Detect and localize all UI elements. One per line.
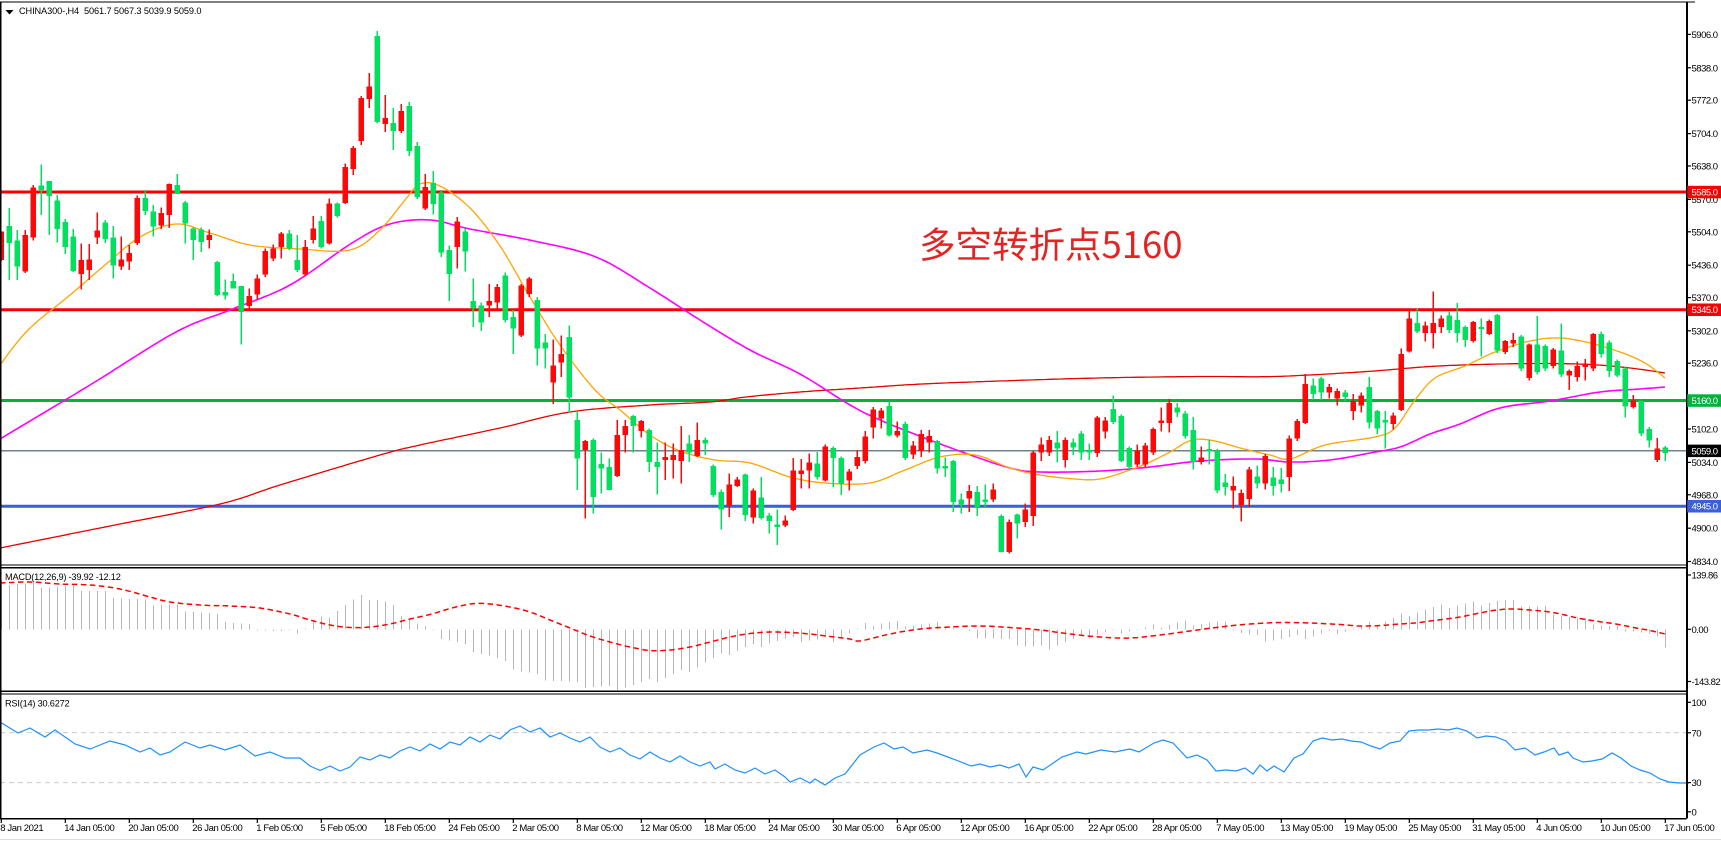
svg-text:4968.0: 4968.0 bbox=[1692, 490, 1718, 501]
svg-text:5059.0: 5059.0 bbox=[1692, 446, 1718, 457]
svg-text:18 Feb 05:00: 18 Feb 05:00 bbox=[384, 823, 435, 834]
svg-text:31 May 05:00: 31 May 05:00 bbox=[1472, 823, 1525, 834]
svg-text:22 Apr 05:00: 22 Apr 05:00 bbox=[1088, 823, 1137, 834]
svg-text:5504.0: 5504.0 bbox=[1692, 227, 1718, 238]
svg-text:5570.0: 5570.0 bbox=[1692, 195, 1718, 206]
svg-text:0.00: 0.00 bbox=[1692, 625, 1709, 636]
svg-text:RSI(14) 30.6272: RSI(14) 30.6272 bbox=[5, 699, 70, 709]
svg-text:8 Mar 05:00: 8 Mar 05:00 bbox=[576, 823, 622, 834]
svg-text:1 Feb 05:00: 1 Feb 05:00 bbox=[256, 823, 302, 834]
svg-text:12 Apr 05:00: 12 Apr 05:00 bbox=[960, 823, 1009, 834]
svg-text:5704.0: 5704.0 bbox=[1692, 129, 1718, 140]
svg-text:17 Jun 05:00: 17 Jun 05:00 bbox=[1664, 823, 1714, 834]
svg-text:4900.0: 4900.0 bbox=[1692, 524, 1718, 535]
svg-text:25 May 05:00: 25 May 05:00 bbox=[1408, 823, 1461, 834]
svg-text:12 Mar 05:00: 12 Mar 05:00 bbox=[640, 823, 691, 834]
svg-text:5585.0: 5585.0 bbox=[1692, 188, 1718, 199]
svg-text:4 Jun 05:00: 4 Jun 05:00 bbox=[1536, 823, 1581, 834]
svg-text:4945.0: 4945.0 bbox=[1692, 502, 1718, 513]
svg-text:30: 30 bbox=[1692, 778, 1702, 789]
svg-text:14 Jan 05:00: 14 Jan 05:00 bbox=[64, 823, 114, 834]
svg-text:5370.0: 5370.0 bbox=[1692, 293, 1718, 304]
svg-text:5 Feb 05:00: 5 Feb 05:00 bbox=[320, 823, 366, 834]
svg-text:5638.0: 5638.0 bbox=[1692, 162, 1718, 173]
svg-text:19 May 05:00: 19 May 05:00 bbox=[1344, 823, 1397, 834]
svg-text:28 Apr 05:00: 28 Apr 05:00 bbox=[1152, 823, 1201, 834]
svg-text:2 Mar 05:00: 2 Mar 05:00 bbox=[512, 823, 558, 834]
svg-text:24 Feb 05:00: 24 Feb 05:00 bbox=[448, 823, 499, 834]
svg-text:0: 0 bbox=[1692, 807, 1697, 818]
svg-text:5906.0: 5906.0 bbox=[1692, 30, 1718, 41]
svg-text:4834.0: 4834.0 bbox=[1692, 557, 1718, 568]
svg-text:5236.0: 5236.0 bbox=[1692, 359, 1718, 370]
svg-text:16 Apr 05:00: 16 Apr 05:00 bbox=[1024, 823, 1073, 834]
svg-text:139.86: 139.86 bbox=[1692, 571, 1718, 582]
svg-text:13 May 05:00: 13 May 05:00 bbox=[1280, 823, 1333, 834]
svg-text:26 Jan 05:00: 26 Jan 05:00 bbox=[192, 823, 242, 834]
svg-text:MACD(12,26,9) -39.92 -12.12: MACD(12,26,9) -39.92 -12.12 bbox=[5, 572, 121, 582]
svg-text:5345.0: 5345.0 bbox=[1692, 305, 1718, 316]
svg-text:5160.0: 5160.0 bbox=[1692, 396, 1718, 407]
svg-text:6 Apr 05:00: 6 Apr 05:00 bbox=[896, 823, 940, 834]
svg-text:5034.0: 5034.0 bbox=[1692, 458, 1718, 469]
svg-text:30 Mar 05:00: 30 Mar 05:00 bbox=[832, 823, 883, 834]
svg-text:5102.0: 5102.0 bbox=[1692, 425, 1718, 436]
svg-text:7 May 05:00: 7 May 05:00 bbox=[1216, 823, 1264, 834]
svg-text:70: 70 bbox=[1692, 728, 1702, 739]
svg-text:CHINA300-,H4 5061.7 5067.3 50: CHINA300-,H4 5061.7 5067.3 5039.9 5059.0 bbox=[19, 6, 201, 16]
svg-text:5436.0: 5436.0 bbox=[1692, 261, 1718, 272]
svg-text:10 Jun 05:00: 10 Jun 05:00 bbox=[1600, 823, 1650, 834]
svg-text:-143.82: -143.82 bbox=[1692, 677, 1721, 688]
svg-text:20 Jan 05:00: 20 Jan 05:00 bbox=[128, 823, 178, 834]
svg-text:100: 100 bbox=[1692, 698, 1707, 709]
svg-text:24 Mar 05:00: 24 Mar 05:00 bbox=[768, 823, 819, 834]
svg-text:5838.0: 5838.0 bbox=[1692, 63, 1718, 74]
svg-text:8 Jan 2021: 8 Jan 2021 bbox=[0, 823, 43, 834]
svg-text:18 Mar 05:00: 18 Mar 05:00 bbox=[704, 823, 755, 834]
svg-text:5302.0: 5302.0 bbox=[1692, 326, 1718, 337]
svg-text:5772.0: 5772.0 bbox=[1692, 96, 1718, 107]
